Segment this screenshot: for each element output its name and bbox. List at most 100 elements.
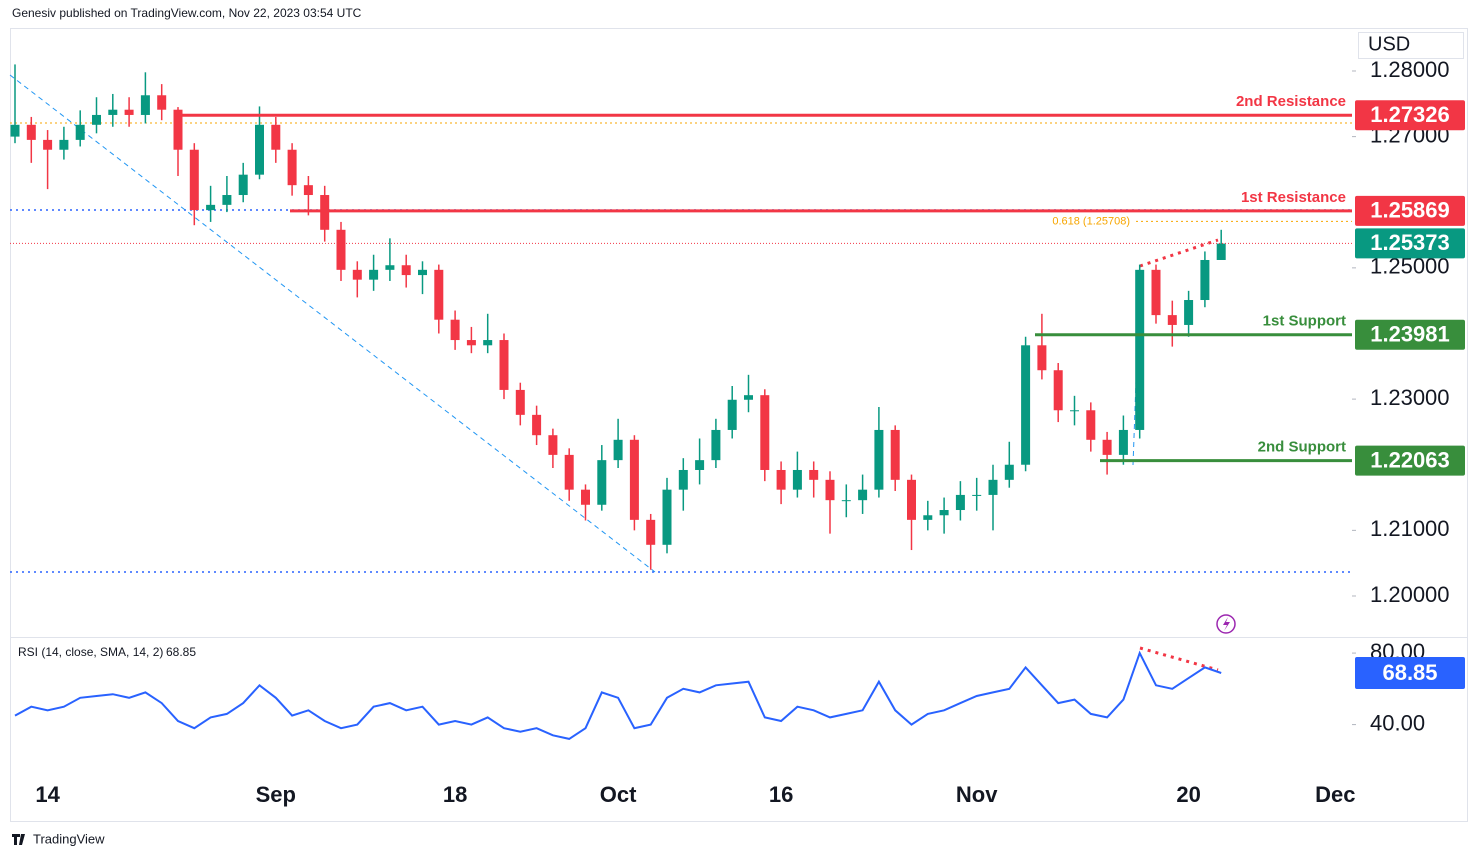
candle-body <box>255 124 264 175</box>
x-tick-label: 18 <box>443 782 467 807</box>
y-tick-label: 1.21000 <box>1370 516 1450 541</box>
candle-body <box>189 149 199 211</box>
level-name: 2nd Resistance <box>1236 93 1346 110</box>
candle-body <box>744 395 753 400</box>
candle-body <box>890 429 900 480</box>
frame <box>10 28 1468 822</box>
candle-body <box>1216 243 1226 260</box>
candle-body <box>955 494 965 511</box>
price-box <box>1355 228 1465 259</box>
candle-body <box>75 124 85 140</box>
candle-body <box>760 395 770 470</box>
candle-body <box>711 429 721 461</box>
candle-body <box>907 479 916 520</box>
candle-body <box>695 460 705 470</box>
candle-body <box>662 489 672 545</box>
x-tick-label: Nov <box>956 782 998 807</box>
candle-body <box>10 124 20 137</box>
candle-body <box>336 229 346 270</box>
candle-body <box>1118 429 1128 455</box>
candle-body <box>43 139 53 150</box>
divergence-line <box>1139 646 1219 672</box>
candle-body <box>157 95 167 110</box>
level-box <box>1355 100 1465 131</box>
x-tick-label: Oct <box>600 782 637 807</box>
candle-body <box>124 109 134 115</box>
publisher: Genesiv published on TradingView.com, No… <box>12 6 362 20</box>
candle-body <box>499 340 509 390</box>
candle-body <box>646 519 656 545</box>
rsi-line <box>14 650 1222 740</box>
candle-body <box>59 139 69 150</box>
candle-body <box>1053 370 1063 411</box>
candle-body <box>385 265 395 270</box>
candle-body <box>629 439 639 520</box>
level-box <box>1355 319 1465 350</box>
level-name: 2nd Support <box>1258 439 1346 456</box>
candle-body <box>173 109 183 150</box>
currency: USD <box>1368 33 1410 55</box>
candle-body <box>271 124 281 150</box>
candle-body <box>1004 464 1014 480</box>
candle-body <box>1135 269 1145 430</box>
rsi-legend: RSI (14, close, SMA, 14, 2) <box>18 645 163 659</box>
candle-body <box>238 174 248 196</box>
rsi-legend-value: 68.85 <box>166 645 196 659</box>
candle-body <box>825 479 835 501</box>
candle-body <box>352 269 362 280</box>
candle-body <box>450 319 460 341</box>
candle-body <box>727 399 737 430</box>
candle-body <box>597 460 607 505</box>
candle-body <box>532 414 542 436</box>
event-icon[interactable] <box>1216 614 1236 634</box>
divergence-line <box>1139 238 1219 268</box>
trend-line <box>9 74 656 573</box>
candle-body <box>515 389 525 415</box>
candle-body <box>1086 410 1096 440</box>
y-tick-label: 1.28000 <box>1370 57 1450 82</box>
x-tick-label: Dec <box>1315 782 1355 807</box>
candle-body <box>222 195 232 205</box>
event-icon-bolt <box>1223 617 1230 631</box>
candle-body <box>287 149 297 186</box>
candle-body <box>320 195 330 230</box>
candle-body <box>581 489 590 505</box>
candle-body <box>434 269 444 320</box>
candle-body <box>466 340 476 346</box>
candle-body <box>401 265 411 276</box>
rsi-box <box>1355 657 1465 690</box>
x-tick-label: 16 <box>769 782 793 807</box>
candle-body <box>776 469 786 490</box>
currency-box[interactable] <box>1358 32 1464 59</box>
candle-body <box>1184 300 1194 325</box>
candle-body <box>1021 345 1031 465</box>
candle-body <box>1037 345 1047 371</box>
level-name: 1st Resistance <box>1241 189 1346 206</box>
level-name: 1st Support <box>1263 313 1346 330</box>
candle-body <box>939 510 949 516</box>
candle-body <box>1167 315 1177 325</box>
y-tick-label: 1.20000 <box>1370 582 1450 607</box>
candle-body <box>369 269 379 280</box>
candle-body <box>483 340 493 346</box>
candle-body <box>206 204 216 211</box>
candle-body <box>92 114 101 125</box>
level-value: 1.27326 <box>1370 102 1450 127</box>
candle-body <box>858 489 868 501</box>
candle-body <box>418 269 427 276</box>
candle-body <box>792 469 802 490</box>
x-tick-label: Sep <box>256 782 296 807</box>
x-tick-label: 20 <box>1176 782 1200 807</box>
candle-body <box>108 109 118 115</box>
level-value: 1.22063 <box>1370 447 1450 472</box>
footer-logo: TradingView <box>33 831 105 846</box>
candle-body <box>613 439 623 461</box>
candle-body <box>140 95 150 115</box>
price-value: 1.25373 <box>1370 230 1450 255</box>
candle-body <box>988 479 998 495</box>
level-value: 1.25869 <box>1370 198 1450 223</box>
candle-body <box>923 515 933 520</box>
candle-body <box>972 494 982 496</box>
candle-body <box>564 454 574 490</box>
